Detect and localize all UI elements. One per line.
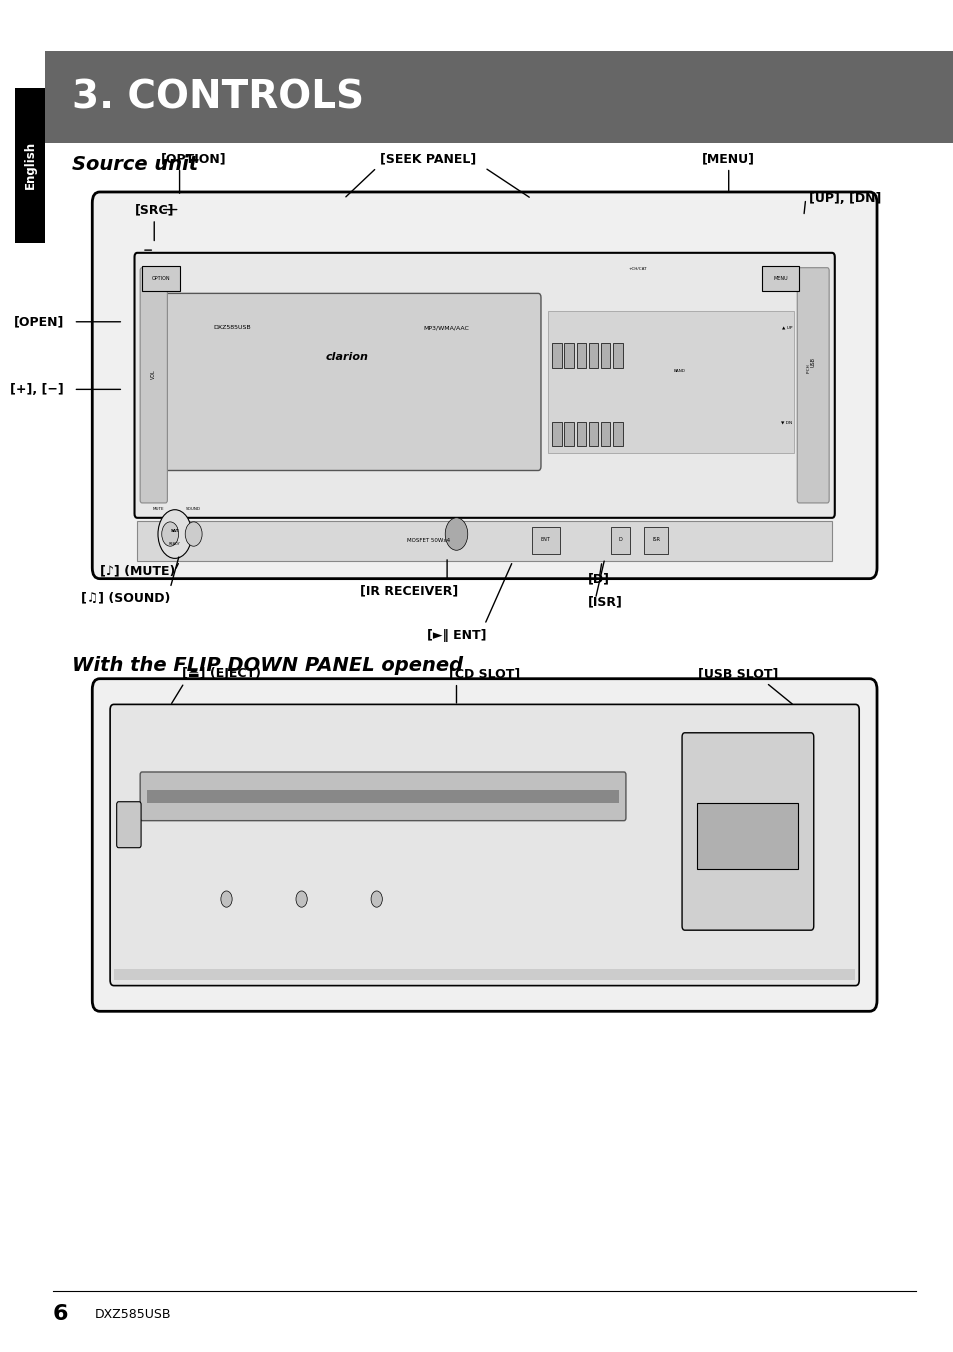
Text: With the FLIP DOWN PANEL opened: With the FLIP DOWN PANEL opened xyxy=(71,656,462,675)
Bar xyxy=(142,266,179,291)
Bar xyxy=(552,343,561,368)
Bar xyxy=(760,266,799,291)
Bar xyxy=(46,51,953,143)
Text: MP3/WMA/AAC: MP3/WMA/AAC xyxy=(423,326,469,330)
Bar xyxy=(600,343,610,368)
Circle shape xyxy=(295,891,307,907)
Text: ISR: ISR xyxy=(652,537,659,542)
Bar xyxy=(643,527,667,554)
Text: MENU: MENU xyxy=(772,276,787,281)
Text: [MENU]: [MENU] xyxy=(701,151,755,165)
Circle shape xyxy=(158,510,192,558)
Text: DXZ585USB: DXZ585USB xyxy=(213,326,251,330)
Text: SOUND: SOUND xyxy=(186,507,201,511)
Text: MOSFET 50Wx4: MOSFET 50Wx4 xyxy=(406,538,450,544)
Text: [OPEN]: [OPEN] xyxy=(13,315,64,329)
FancyBboxPatch shape xyxy=(134,253,834,518)
Text: P·CH: P·CH xyxy=(805,364,810,373)
Text: SAT: SAT xyxy=(171,530,179,533)
Text: [USB SLOT]: [USB SLOT] xyxy=(698,667,778,680)
Bar xyxy=(15,88,46,243)
Text: ▼ DN: ▼ DN xyxy=(781,420,792,425)
FancyBboxPatch shape xyxy=(797,268,828,503)
Bar xyxy=(137,521,831,561)
Bar xyxy=(576,422,585,446)
Text: [+], [−]: [+], [−] xyxy=(10,383,64,396)
Bar xyxy=(611,527,630,554)
Bar xyxy=(147,790,618,803)
FancyBboxPatch shape xyxy=(116,802,141,848)
Circle shape xyxy=(185,522,202,546)
FancyBboxPatch shape xyxy=(140,772,625,821)
Bar xyxy=(552,422,561,446)
Text: clarion: clarion xyxy=(325,352,368,361)
Text: [OPTION]: [OPTION] xyxy=(161,151,226,165)
Bar xyxy=(564,343,573,368)
Bar xyxy=(613,343,622,368)
Text: READY: READY xyxy=(169,542,180,545)
Bar xyxy=(613,422,622,446)
Circle shape xyxy=(221,891,232,907)
Text: D: D xyxy=(618,537,622,542)
Text: [D]: [D] xyxy=(587,572,609,585)
Circle shape xyxy=(371,891,382,907)
Text: VOL: VOL xyxy=(152,369,156,379)
Text: ENT: ENT xyxy=(540,537,550,542)
FancyBboxPatch shape xyxy=(92,679,876,1011)
Bar xyxy=(576,343,585,368)
Text: OPTION: OPTION xyxy=(152,276,170,281)
Bar xyxy=(600,422,610,446)
Text: +CH/CAT: +CH/CAT xyxy=(627,268,646,272)
FancyBboxPatch shape xyxy=(140,268,167,503)
Text: 3. CONTROLS: 3. CONTROLS xyxy=(71,78,363,116)
Circle shape xyxy=(445,518,467,550)
Bar xyxy=(547,311,794,453)
Text: 6: 6 xyxy=(52,1305,69,1324)
FancyBboxPatch shape xyxy=(681,733,813,930)
Text: [►‖ ENT]: [►‖ ENT] xyxy=(426,629,486,642)
Text: MUTE: MUTE xyxy=(152,507,165,511)
FancyBboxPatch shape xyxy=(92,192,876,579)
Text: [UP], [DN]: [UP], [DN] xyxy=(807,192,880,206)
Text: BAND: BAND xyxy=(673,369,684,373)
Text: [IR RECEIVER]: [IR RECEIVER] xyxy=(360,584,458,598)
Text: ▲ UP: ▲ UP xyxy=(781,326,791,330)
FancyBboxPatch shape xyxy=(110,704,859,986)
Text: [ISR]: [ISR] xyxy=(587,595,622,608)
Text: [♫] (SOUND): [♫] (SOUND) xyxy=(81,591,170,604)
Text: [♪] (MUTE): [♪] (MUTE) xyxy=(99,564,174,577)
FancyBboxPatch shape xyxy=(153,293,540,470)
Text: [⏏] (EJECT): [⏏] (EJECT) xyxy=(182,667,261,680)
Text: [SRC]: [SRC] xyxy=(134,203,173,216)
Bar xyxy=(564,422,573,446)
Text: DXZ585USB: DXZ585USB xyxy=(95,1307,172,1321)
Text: Source unit: Source unit xyxy=(71,155,197,174)
Bar xyxy=(113,969,855,980)
Text: English: English xyxy=(24,141,37,189)
Bar xyxy=(697,803,798,869)
Circle shape xyxy=(162,522,178,546)
Bar xyxy=(588,343,598,368)
Text: [SEEK PANEL]: [SEEK PANEL] xyxy=(380,151,476,165)
Bar xyxy=(531,527,559,554)
Text: USB: USB xyxy=(810,357,815,368)
Bar xyxy=(588,422,598,446)
Text: [CD SLOT]: [CD SLOT] xyxy=(449,667,519,680)
